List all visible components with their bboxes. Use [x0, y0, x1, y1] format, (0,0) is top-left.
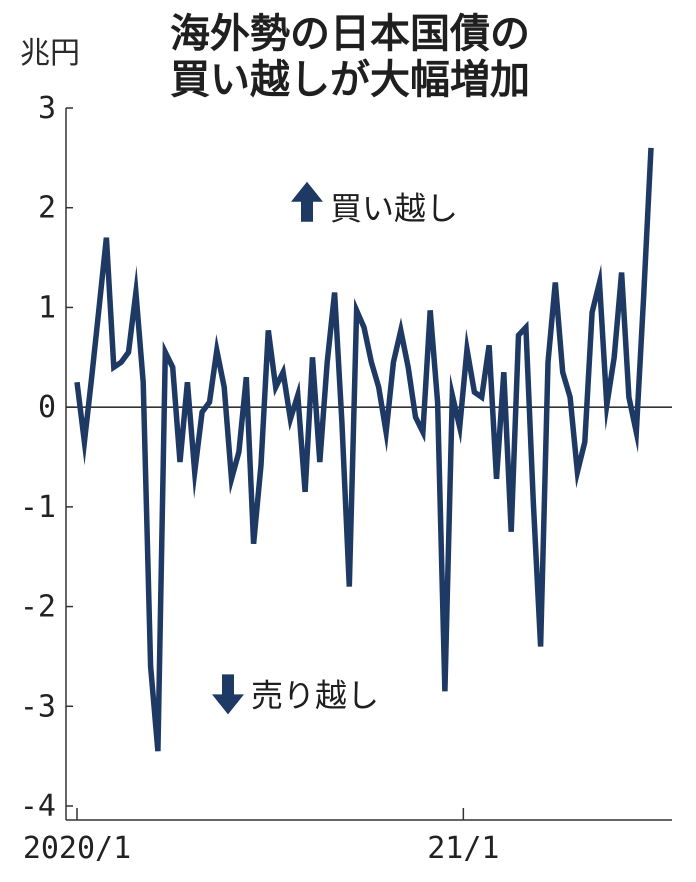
x-tick-label: 2020/1: [23, 831, 131, 866]
up-arrow-icon: [291, 181, 323, 222]
down-arrow-icon: [212, 674, 244, 715]
series-line: [74, 147, 654, 752]
y-tick-label: 2: [38, 191, 56, 226]
chart-title-line-2: 買い越しが大幅増加: [170, 57, 530, 103]
y-tick-label: -4: [20, 789, 56, 824]
y-tick-label: -3: [20, 689, 56, 724]
y-tick-label: 1: [38, 290, 56, 325]
buy-annotation: 買い越し: [330, 190, 458, 228]
y-axis-unit: 兆円: [20, 36, 80, 71]
chart-title-line-1: 海外勢の日本国債の: [170, 11, 530, 57]
y-tick-label: 3: [38, 91, 56, 126]
x-tick-label: 21/1: [427, 831, 499, 866]
y-tick-label: 0: [38, 390, 56, 425]
y-tick-label: -1: [20, 490, 56, 525]
sell-annotation: 売り越し: [251, 676, 379, 714]
y-tick-label: -2: [20, 590, 56, 625]
